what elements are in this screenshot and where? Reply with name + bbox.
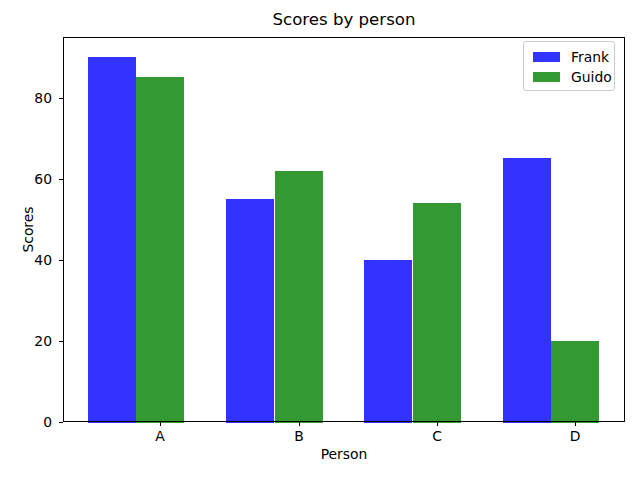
- x-tick-label: A: [140, 428, 180, 444]
- legend-swatch-guido: [533, 72, 560, 82]
- figure: Scores by person Scores Person 020406080…: [0, 0, 640, 480]
- x-tick-label: B: [279, 428, 319, 444]
- bar-frank-a: [88, 57, 136, 423]
- x-tick-label: D: [555, 428, 595, 444]
- bar-guido-c: [413, 203, 461, 423]
- legend-item-guido: Guido: [524, 67, 614, 87]
- legend-swatch-frank: [533, 52, 560, 62]
- bar-frank-c: [364, 260, 412, 423]
- x-tick-label: C: [417, 428, 457, 444]
- x-tick-mark: [160, 422, 161, 426]
- y-tick-label: 60: [12, 171, 52, 187]
- y-tick-label: 20: [12, 333, 52, 349]
- y-tick-mark: [59, 179, 63, 180]
- bar-frank-b: [226, 199, 274, 423]
- legend-label: Guido: [571, 69, 612, 85]
- y-tick-label: 0: [12, 414, 52, 430]
- legend-item-frank: Frank: [524, 47, 614, 67]
- y-tick-mark: [59, 98, 63, 99]
- bar-guido-b: [275, 171, 323, 423]
- y-tick-label: 40: [12, 252, 52, 268]
- y-tick-label: 80: [12, 90, 52, 106]
- x-tick-mark: [437, 422, 438, 426]
- bar-frank-d: [503, 158, 551, 423]
- y-tick-mark: [59, 260, 63, 261]
- legend: Frank Guido: [523, 41, 615, 91]
- y-tick-mark: [59, 422, 63, 423]
- bar-guido-d: [551, 341, 599, 423]
- x-tick-mark: [299, 422, 300, 426]
- x-axis-label: Person: [63, 446, 625, 463]
- x-tick-mark: [575, 422, 576, 426]
- chart-title: Scores by person: [63, 10, 625, 30]
- bar-guido-a: [136, 77, 184, 423]
- y-tick-mark: [59, 341, 63, 342]
- legend-label: Frank: [571, 49, 609, 65]
